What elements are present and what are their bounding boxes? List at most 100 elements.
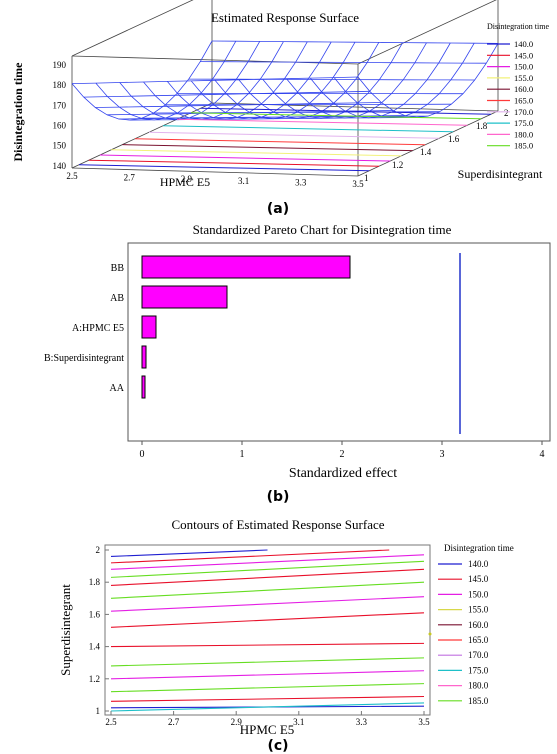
x-tick-label: 2.7	[124, 173, 136, 183]
contour-legend-title: Disintegration time	[444, 543, 514, 553]
mesh-line	[165, 103, 452, 106]
caption-c: (c)	[267, 738, 288, 754]
contour-legend-label: 140.0	[468, 559, 489, 569]
contour-legend-label: 165.0	[468, 635, 489, 645]
y-tick-label: 1.2	[392, 160, 403, 170]
y-tick-label: 1.6	[448, 134, 460, 144]
caption-b: (b)	[267, 489, 290, 505]
mesh-line	[188, 78, 475, 81]
contour-x-tick-label: 3.1	[293, 717, 304, 727]
pareto-bar	[141, 255, 351, 279]
legend-label: 165.0	[514, 96, 533, 106]
contour-x-tick-label: 2.5	[105, 717, 117, 727]
box-edge	[357, 110, 499, 177]
contour-legend-label: 185.0	[468, 696, 489, 706]
pareto-bar	[141, 285, 228, 309]
box-edge	[71, 55, 359, 65]
contour-legend-label: 180.0	[468, 681, 489, 691]
pareto-category: AB	[110, 293, 124, 304]
legend-title: Disintegration time	[487, 22, 549, 31]
z-tick-label: 180	[53, 80, 67, 90]
contour-x-tick-label: 3.5	[418, 717, 430, 727]
contour-line	[110, 581, 425, 599]
contour-marker-dot	[428, 632, 432, 636]
z-tick-label: 170	[53, 100, 67, 110]
contour-y-tick-label: 1.6	[89, 609, 101, 619]
contour-legend-label: 160.0	[468, 620, 489, 630]
pareto-category: A:HPMC E5	[72, 323, 124, 334]
pareto-bar	[141, 345, 147, 369]
contour-legend: 140.0 145.0 150.0 155.0 160.0 165.0 170.0 175.0…	[438, 559, 489, 706]
floor-contour	[88, 159, 380, 167]
contour-y-ticks: 1 1.2 1.4 1.6 1.8 2	[89, 545, 109, 716]
legend-label: 160.0	[514, 84, 533, 94]
legend-label: 185.0	[514, 141, 533, 151]
z-tick-label: 140	[53, 161, 67, 171]
legend-label: 145.0	[514, 50, 533, 60]
pareto-tick-label: 3	[440, 449, 445, 460]
box-edge	[357, 0, 497, 65]
pareto-plot-area	[127, 242, 551, 442]
y-tick-label: 2	[504, 108, 509, 118]
y-axis-label: Superdisintegrant	[458, 167, 543, 181]
contour-line	[110, 596, 425, 612]
pareto-x-ticks: 0 1 2 3 4	[140, 441, 545, 460]
x-tick-label: 2.5	[66, 171, 78, 181]
contour-line	[110, 702, 425, 712]
mesh-line	[166, 41, 308, 120]
contour-title: Contours of Estimated Response Surface	[171, 517, 384, 532]
contour-line	[110, 683, 425, 693]
x-tick-label: 3.1	[238, 176, 249, 186]
pareto-category: B:Superdisintegrant	[44, 353, 124, 364]
z-tick-label: 190	[53, 60, 67, 70]
contour-lines	[110, 549, 425, 712]
y-tick-label: 1.4	[420, 147, 432, 157]
pareto-tick-label: 4	[540, 449, 545, 460]
contour-line	[110, 695, 425, 702]
pareto-category: AA	[110, 383, 125, 394]
caption-a: (a)	[267, 201, 289, 217]
pareto-bar	[141, 375, 146, 399]
contour-line	[110, 549, 390, 564]
contour-chart: Contours of Estimated Response Surface 2…	[58, 517, 514, 754]
box-edge	[71, 0, 194, 57]
mesh-line	[211, 40, 499, 44]
surface-box	[71, 0, 499, 177]
contour-x-axis-label: HPMC E5	[240, 722, 295, 737]
floor-contour	[200, 107, 492, 115]
pareto-category: BB	[111, 263, 125, 274]
legend-label: 140.0	[514, 39, 533, 49]
contour-line	[110, 670, 425, 680]
contour-line	[110, 612, 425, 628]
contour-line	[110, 549, 268, 557]
pareto-tick-label: 0	[140, 449, 145, 460]
pareto-tick-label: 2	[340, 449, 345, 460]
mesh-line	[333, 42, 475, 119]
box-edge	[71, 167, 359, 177]
contour-legend-label: 150.0	[468, 589, 489, 599]
contour-x-tick-label: 2.9	[231, 717, 243, 727]
contour-y-tick-label: 2	[96, 545, 101, 555]
z-tick-label: 150	[53, 141, 67, 151]
floor-contour	[190, 112, 482, 120]
floor-contour	[176, 118, 468, 126]
y-axis-ticks: 1 1.2 1.4 1.6 1.8 2	[364, 108, 509, 183]
x-axis-label: HPMC E5	[160, 175, 210, 189]
x-tick-label: 2.9	[181, 174, 193, 184]
contour-line	[110, 642, 425, 648]
contour-y-axis-label: Superdisintegrant	[58, 584, 73, 676]
contour-y-tick-label: 1.2	[89, 674, 100, 684]
pareto-tick-label: 1	[240, 449, 245, 460]
pareto-x-axis-label: Standardized effect	[289, 466, 397, 481]
contour-y-tick-label: 1.8	[89, 577, 101, 587]
response-surface-chart: Estimated Response Surface 1401501601701…	[11, 0, 549, 217]
contour-y-tick-label: 1	[96, 706, 101, 716]
contour-plot-area	[104, 544, 431, 716]
contour-line	[110, 554, 425, 570]
z-tick-label: 160	[53, 120, 67, 130]
floor-contour	[134, 138, 426, 146]
contour-line	[110, 568, 425, 586]
contour-x-ticks: 2.5 2.7 2.9 3.1 3.3 3.5	[105, 711, 430, 727]
contour-line	[110, 560, 425, 578]
y-tick-label: 1	[364, 173, 369, 183]
